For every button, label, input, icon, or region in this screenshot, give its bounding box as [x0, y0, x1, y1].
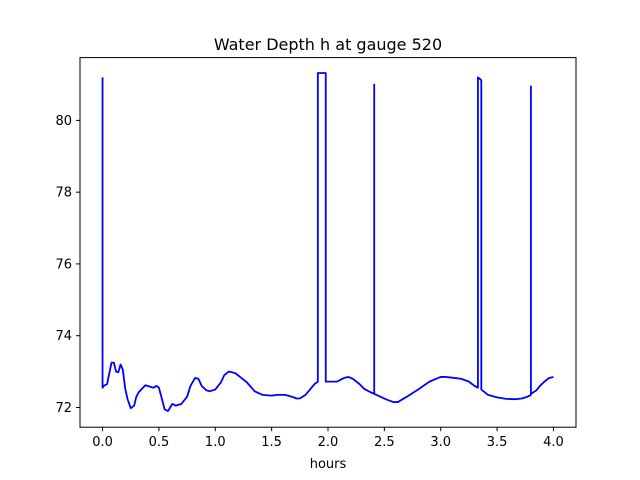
x-axis-label: hours [310, 457, 347, 472]
x-axis: 0.0 0.5 1.0 1.5 2.0 2.5 3.0 3.5 4.0 [92, 427, 564, 450]
y-tick-label: 72 [55, 401, 72, 416]
y-tick-label: 80 [55, 114, 72, 129]
x-tick-label: 1.0 [205, 435, 226, 450]
y-axis: 72 74 76 78 80 [55, 114, 80, 416]
x-tick-label: 4.0 [543, 435, 564, 450]
y-tick-label: 78 [55, 186, 72, 201]
x-tick-label: 0.5 [149, 435, 170, 450]
x-tick-label: 2.5 [374, 435, 395, 450]
series-line [101, 72, 554, 412]
x-tick-label: 1.5 [261, 435, 282, 450]
x-tick-label: 3.5 [487, 435, 508, 450]
x-tick-label: 2.0 [318, 435, 339, 450]
y-tick-label: 74 [55, 329, 72, 344]
x-tick-label: 3.0 [430, 435, 451, 450]
x-tick-label: 0.0 [92, 435, 113, 450]
chart-title: Water Depth h at gauge 520 [214, 35, 442, 54]
y-tick-label: 76 [55, 257, 72, 272]
